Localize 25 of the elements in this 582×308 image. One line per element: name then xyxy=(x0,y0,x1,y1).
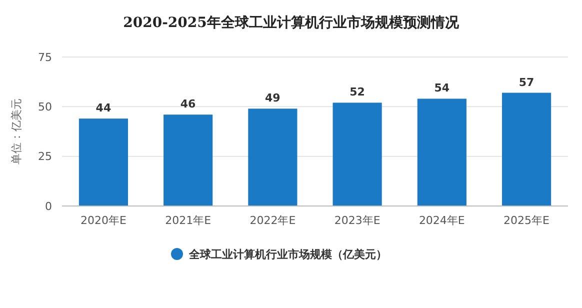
y-axis-title: 单位：亿美元 xyxy=(10,98,23,164)
bar xyxy=(502,92,552,206)
data-label: 44 xyxy=(96,102,112,115)
x-tick-label: 2022年E xyxy=(250,214,296,227)
y-tick-label: 25 xyxy=(38,150,52,164)
bar xyxy=(417,98,466,206)
bar xyxy=(78,118,128,206)
x-tick-label: 2025年E xyxy=(504,214,550,227)
x-tick-label: 2020年E xyxy=(80,214,126,227)
data-label: 46 xyxy=(180,98,196,111)
x-tick-label: 2023年E xyxy=(334,214,380,227)
bar xyxy=(164,114,213,206)
data-label: 52 xyxy=(350,86,365,99)
bar xyxy=(332,102,382,206)
legend-label: 全球工业计算机行业市场规模（亿美元） xyxy=(188,248,387,261)
chart-title: 2020-2025年全球工业计算机行业市场规模预测情况 xyxy=(123,14,460,31)
y-tick-label: 0 xyxy=(45,200,52,213)
y-tick-label: 50 xyxy=(38,100,52,114)
data-label: 57 xyxy=(518,76,534,89)
x-tick-label: 2024年E xyxy=(418,214,465,227)
y-tick-label: 75 xyxy=(38,50,52,64)
bar xyxy=(248,108,298,206)
data-label: 54 xyxy=(434,82,450,95)
data-label: 49 xyxy=(265,92,280,105)
x-tick-label: 2021年E xyxy=(165,214,212,227)
